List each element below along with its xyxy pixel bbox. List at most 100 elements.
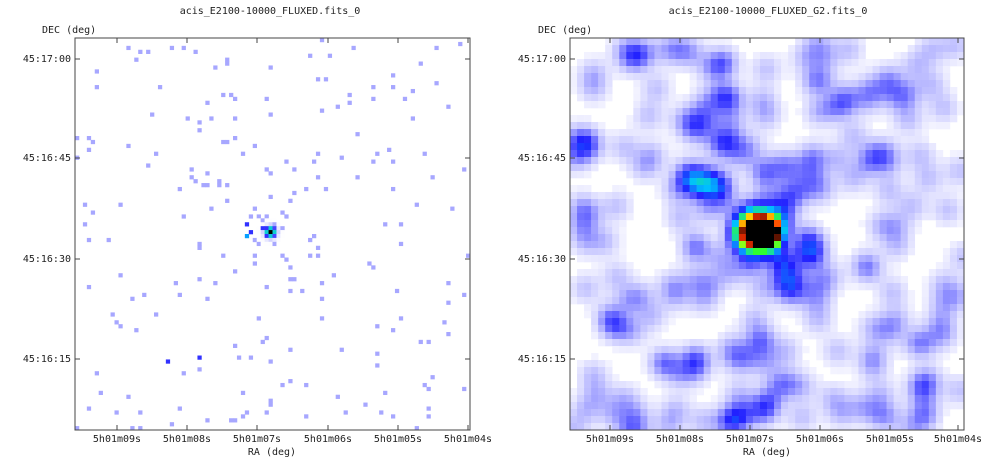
image-pixel bbox=[647, 353, 655, 361]
image-pixel bbox=[598, 318, 606, 326]
image-pixel bbox=[900, 325, 909, 333]
image-pixel bbox=[675, 213, 683, 221]
image-pixel bbox=[654, 332, 662, 340]
image-pixel bbox=[767, 269, 775, 277]
image-pixel bbox=[928, 283, 937, 291]
image-pixel bbox=[647, 171, 655, 179]
image-pixel bbox=[689, 304, 697, 312]
image-pixel bbox=[633, 304, 641, 312]
image-pixel bbox=[921, 143, 930, 151]
image-pixel bbox=[605, 416, 613, 424]
image-pixel bbox=[738, 402, 747, 410]
image-pixel bbox=[872, 269, 880, 277]
image-pixel bbox=[591, 122, 599, 130]
image-pixel bbox=[795, 416, 803, 424]
image-pixel bbox=[942, 332, 951, 340]
image-pixel bbox=[935, 374, 944, 382]
image-pixel bbox=[865, 374, 873, 382]
image-pixel bbox=[872, 297, 880, 305]
image-pixel bbox=[591, 66, 599, 74]
image-pixel bbox=[260, 222, 265, 227]
image-pixel bbox=[462, 386, 467, 392]
image-pixel bbox=[570, 129, 578, 137]
image-pixel bbox=[809, 255, 817, 263]
image-pixel bbox=[731, 185, 740, 193]
image-pixel bbox=[696, 143, 704, 151]
image-pixel bbox=[640, 290, 648, 298]
image-pixel bbox=[584, 402, 592, 410]
image-pixel bbox=[654, 80, 662, 88]
image-pixel bbox=[830, 367, 838, 375]
image-pixel bbox=[879, 311, 887, 319]
image-pixel bbox=[647, 143, 655, 151]
image-pixel bbox=[802, 402, 810, 410]
image-pixel bbox=[823, 311, 831, 319]
image-pixel bbox=[914, 423, 923, 431]
image-pixel bbox=[605, 220, 613, 228]
image-pixel bbox=[816, 59, 824, 67]
image-pixel bbox=[682, 115, 690, 123]
image-pixel bbox=[654, 374, 662, 382]
image-pixel bbox=[816, 388, 824, 396]
image-pixel bbox=[816, 353, 824, 361]
image-pixel bbox=[292, 190, 297, 196]
image-pixel bbox=[942, 206, 951, 214]
image-pixel bbox=[213, 65, 218, 70]
image-pixel bbox=[928, 297, 937, 305]
image-pixel bbox=[893, 290, 901, 298]
image-pixel bbox=[731, 171, 740, 179]
image-pixel bbox=[584, 192, 592, 200]
image-pixel bbox=[619, 136, 627, 144]
image-pixel bbox=[591, 318, 599, 326]
image-pixel bbox=[942, 87, 951, 95]
image-pixel bbox=[872, 206, 880, 214]
image-pixel bbox=[837, 171, 845, 179]
image-pixel bbox=[844, 108, 852, 116]
image-pixel bbox=[647, 339, 655, 347]
image-pixel bbox=[717, 108, 726, 116]
image-pixel bbox=[724, 283, 733, 291]
image-pixel bbox=[654, 325, 662, 333]
image-pixel bbox=[422, 382, 427, 388]
image-pixel bbox=[682, 227, 690, 235]
image-pixel bbox=[858, 59, 866, 67]
image-pixel bbox=[844, 87, 852, 95]
image-pixel bbox=[858, 346, 866, 354]
image-pixel bbox=[935, 346, 944, 354]
image-pixel bbox=[774, 388, 782, 396]
image-pixel bbox=[865, 108, 873, 116]
image-pixel bbox=[823, 94, 831, 102]
image-pixel bbox=[181, 45, 186, 51]
image-pixel bbox=[577, 136, 585, 144]
image-pixel bbox=[626, 192, 634, 200]
image-pixel bbox=[668, 136, 676, 144]
image-pixel bbox=[830, 157, 838, 165]
image-pixel bbox=[689, 227, 697, 235]
image-pixel bbox=[668, 339, 676, 347]
image-pixel bbox=[689, 360, 697, 368]
image-pixel bbox=[816, 66, 824, 74]
image-pixel bbox=[781, 185, 789, 193]
image-pixel bbox=[584, 227, 592, 235]
image-pixel bbox=[886, 108, 894, 116]
image-pixel bbox=[612, 206, 620, 214]
image-pixel bbox=[802, 423, 810, 431]
image-pixel bbox=[668, 346, 676, 354]
image-pixel bbox=[710, 423, 719, 431]
image-pixel bbox=[612, 52, 620, 60]
image-pixel bbox=[935, 122, 944, 130]
image-pixel bbox=[844, 73, 852, 81]
image-pixel bbox=[446, 104, 451, 109]
image-pixel bbox=[949, 325, 958, 333]
image-pixel bbox=[633, 52, 641, 60]
image-pixel bbox=[795, 346, 803, 354]
image-pixel bbox=[942, 311, 951, 319]
image-pixel bbox=[921, 311, 930, 319]
image-pixel bbox=[893, 374, 901, 382]
image-pixel bbox=[668, 73, 676, 81]
image-pixel bbox=[668, 367, 676, 375]
image-pixel bbox=[752, 360, 761, 368]
image-pixel bbox=[703, 87, 712, 95]
image-pixel bbox=[738, 241, 747, 249]
image-pixel bbox=[893, 332, 901, 340]
